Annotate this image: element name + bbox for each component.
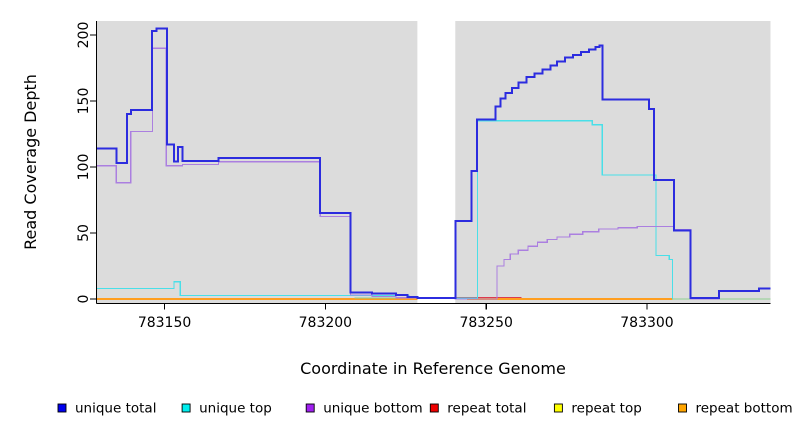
- legend-label-unique-total: unique total: [75, 401, 156, 417]
- x-tick-label: 783250: [459, 315, 512, 331]
- y-tick-label: 0: [76, 295, 92, 304]
- y-tick-label: 100: [76, 154, 92, 181]
- legend-label-unique-top: unique top: [199, 401, 272, 417]
- x-axis-title: Coordinate in Reference Genome: [300, 359, 566, 378]
- legend-label-repeat-total: repeat total: [447, 401, 526, 417]
- y-axis-title: Read Coverage Depth: [21, 74, 40, 250]
- legend-label-repeat-top: repeat top: [571, 401, 641, 417]
- x-tick-label: 783200: [299, 315, 352, 331]
- legend-swatch-unique-total: [58, 404, 66, 412]
- legend-swatch-repeat-total: [430, 404, 438, 412]
- legend-swatch-repeat-bottom: [679, 404, 687, 412]
- no-data-gap-band: [417, 21, 455, 303]
- legend-swatch-unique-top: [182, 404, 190, 412]
- x-tick-label: 783150: [138, 315, 191, 331]
- x-tick-label: 783300: [620, 315, 673, 331]
- y-tick-label: 200: [76, 22, 92, 49]
- legend-label-unique-bottom: unique bottom: [323, 401, 422, 417]
- y-tick-label: 150: [76, 88, 92, 115]
- y-tick-label: 50: [76, 224, 92, 242]
- legend-swatch-repeat-top: [554, 404, 562, 412]
- legend-label-repeat-bottom: repeat bottom: [696, 401, 792, 417]
- legend-swatch-unique-bottom: [306, 404, 314, 412]
